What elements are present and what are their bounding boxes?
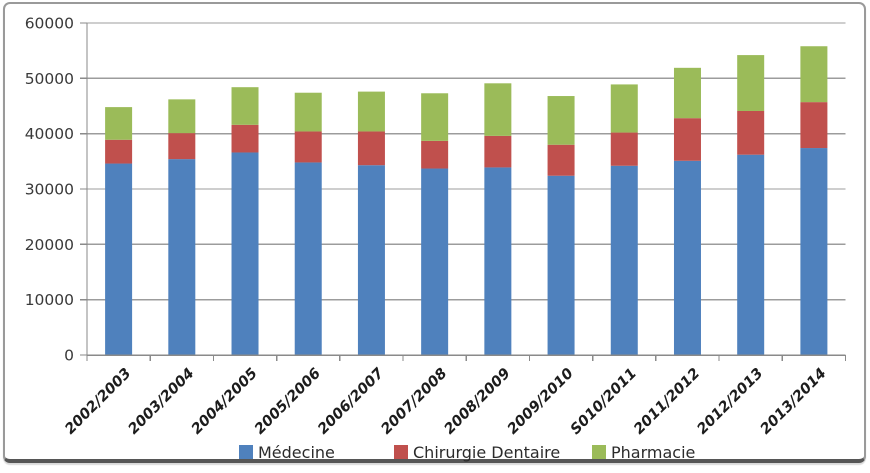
- y-tick-label: 30000: [25, 181, 74, 199]
- bar-segment-médecine-2005/2006: [294, 162, 322, 355]
- bar-segment-chirurgie-dentaire-2009/2010: [547, 144, 575, 176]
- bar-segment-pharmacie-2002/2003: [105, 107, 133, 140]
- bar-segment-pharmacie-2012/2013: [737, 55, 765, 111]
- x-category-label: 2002/2003: [62, 366, 134, 438]
- legend-label-pharmacie: Pharmacie: [611, 443, 695, 462]
- bar-segment-médecine-2007/2008: [421, 168, 449, 355]
- legend-swatch-pharmacie: [592, 445, 606, 459]
- bar-segment-médecine-2009/2010: [547, 175, 575, 355]
- bar-segment-chirurgie-dentaire-2003/2004: [168, 133, 196, 160]
- x-category-label: 2006/2007: [315, 365, 388, 438]
- legend-swatch-médecine: [239, 445, 253, 459]
- x-category-label: 2009/2010: [505, 366, 577, 438]
- x-category-label: S010/2011: [568, 366, 640, 438]
- bar-segment-médecine-2004/2005: [231, 152, 259, 355]
- x-category-label: 2013/2014: [758, 366, 830, 438]
- bar-segment-médecine-2006/2007: [357, 165, 385, 355]
- bar-segment-chirurgie-dentaire-S010/2011: [610, 132, 638, 166]
- bar-segment-pharmacie-2009/2010: [547, 96, 575, 145]
- bar-segment-médecine-2012/2013: [737, 154, 765, 355]
- y-tick-label: 50000: [25, 70, 74, 88]
- x-category-label: 2012/2013: [694, 366, 766, 438]
- bar-segment-chirurgie-dentaire-2004/2005: [231, 124, 259, 153]
- bar-segment-médecine-2011/2012: [673, 160, 701, 355]
- bar-segment-chirurgie-dentaire-2006/2007: [357, 131, 385, 166]
- bar-segment-chirurgie-dentaire-2012/2013: [737, 110, 765, 155]
- bar-segment-chirurgie-dentaire-2005/2006: [294, 131, 322, 163]
- x-category-label: 2004/2005: [189, 366, 261, 438]
- bar-segment-pharmacie-2003/2004: [168, 99, 196, 134]
- bar-segment-pharmacie-2006/2007: [357, 91, 385, 132]
- x-category-label: 2005/2006: [252, 366, 324, 438]
- x-category-label: 2007/2008: [378, 366, 450, 438]
- bar-segment-chirurgie-dentaire-2008/2009: [484, 135, 512, 168]
- legend-label-chirurgie-dentaire: Chirurgie Dentaire: [413, 443, 560, 462]
- bar-segment-chirurgie-dentaire-2002/2003: [105, 139, 133, 164]
- y-tick-label: 60000: [25, 15, 74, 33]
- bar-segment-chirurgie-dentaire-2011/2012: [673, 118, 701, 161]
- x-category-label: 2011/2012: [631, 366, 703, 438]
- bar-segment-médecine-2008/2009: [484, 167, 512, 355]
- x-category-label: 2008/2009: [442, 366, 514, 438]
- bar-segment-pharmacie-2004/2005: [231, 87, 259, 125]
- y-tick-label: 0: [64, 347, 74, 365]
- bar-segment-pharmacie-2005/2006: [294, 92, 322, 132]
- bar-segment-médecine-2002/2003: [105, 163, 133, 355]
- bar-segment-médecine-2013/2014: [800, 148, 828, 355]
- bar-segment-pharmacie-S010/2011: [610, 84, 638, 133]
- legend-label-médecine: Médecine: [258, 443, 335, 462]
- bar-segment-chirurgie-dentaire-2013/2014: [800, 102, 828, 149]
- x-category-label: 2003/2004: [126, 366, 198, 438]
- bar-segment-médecine-2003/2004: [168, 159, 196, 355]
- bar-segment-pharmacie-2008/2009: [484, 83, 512, 136]
- bar-segment-chirurgie-dentaire-2007/2008: [421, 140, 449, 169]
- bar-segment-pharmacie-2013/2014: [800, 46, 828, 103]
- bar-segment-médecine-S010/2011: [610, 165, 638, 355]
- y-tick-label: 20000: [25, 236, 74, 254]
- y-tick-label: 40000: [25, 125, 74, 143]
- bar-segment-pharmacie-2011/2012: [673, 67, 701, 119]
- bar-segment-pharmacie-2007/2008: [421, 93, 449, 141]
- y-tick-label: 10000: [25, 291, 74, 309]
- legend-swatch-chirurgie-dentaire: [394, 445, 408, 459]
